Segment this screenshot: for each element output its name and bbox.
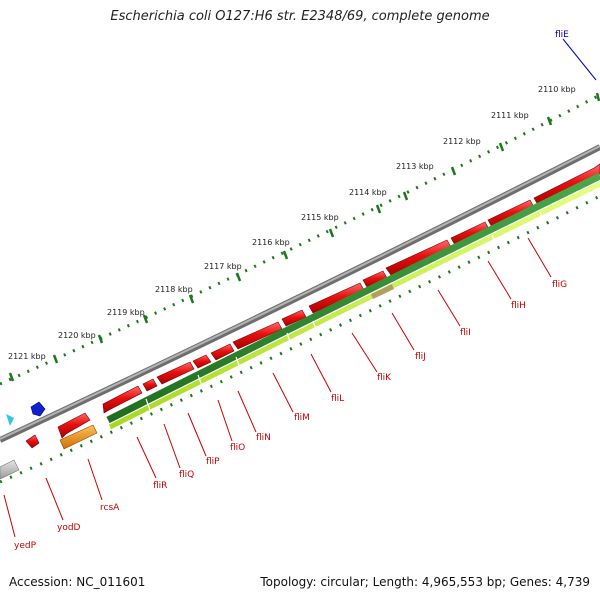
gray-feature (0, 459, 20, 480)
tick-label-2113: 2113 kbp (396, 162, 434, 171)
tick-label-2116: 2116 kbp (252, 238, 290, 247)
gene-label-fliQ[interactable]: fliQ (179, 470, 194, 480)
gene-label-fliG[interactable]: fliG (552, 280, 567, 290)
gene-arrow-fliN (210, 343, 235, 361)
gene-label-fliO[interactable]: fliO (230, 443, 245, 453)
tick-label-2121: 2121 kbp (8, 352, 46, 361)
scale-ticks (8, 92, 600, 382)
gene-label-fliI[interactable]: fliI (460, 328, 471, 338)
genome-backbone-highlight (0, 145, 600, 440)
tick-label-2119: 2119 kbp (107, 308, 145, 317)
tick-label-2110: 2110 kbp (538, 85, 576, 94)
tick-label-2115: 2115 kbp (301, 213, 339, 222)
accession-text: Accession: NC_011601 (9, 575, 146, 589)
gene-label-fliM[interactable]: fliM (294, 413, 310, 423)
gene-arrow-fliP (156, 361, 195, 385)
gene-track-green (106, 172, 600, 430)
gene-label-fliE[interactable]: fliE (555, 30, 569, 40)
gene-label-fliR[interactable]: fliR (153, 481, 167, 491)
gene-label-rcsA[interactable]: rcsA (100, 503, 120, 513)
tick-label-2120: 2120 kbp (58, 331, 96, 340)
map-title: Escherichia coli O127:H6 str. E2348/69, … (110, 9, 490, 24)
inner-dotted-arc (0, 194, 600, 484)
tick-label-2117: 2117 kbp (204, 262, 242, 271)
orange-feature (59, 424, 98, 450)
gene-labels: fliE fliG fliH fliI fliJ fliK fliL fliM … (14, 30, 569, 551)
gene-arrow-rcsA (57, 412, 91, 439)
gene-label-fliN[interactable]: fliN (256, 433, 271, 443)
green-track-tan-segment (371, 284, 394, 299)
scale-dotted-arc (0, 93, 600, 386)
cyan-marker (6, 414, 14, 426)
green-track-main (106, 172, 600, 424)
gene-label-fliJ[interactable]: fliJ (415, 352, 426, 362)
gene-label-yodD[interactable]: yodD (57, 523, 81, 533)
gene-label-fliK[interactable]: fliK (377, 373, 392, 383)
label-leaders (3, 38, 597, 538)
gene-arrow-fliO (192, 354, 212, 369)
tick-label-2118: 2118 kbp (155, 285, 193, 294)
gene-arrow-fliR (102, 385, 143, 414)
scale-labels: 2110 kbp 2111 kbp 2112 kbp 2113 kbp 2114… (8, 85, 576, 361)
gene-label-fliH[interactable]: fliH (511, 301, 526, 311)
gene-label-fliP[interactable]: fliP (206, 457, 220, 467)
topology-text: Topology: circular; Length: 4,965,553 bp… (260, 575, 590, 589)
gene-track-red (25, 163, 600, 449)
gene-arrow-fliQ (142, 378, 158, 392)
tick-label-2114: 2114 kbp (349, 188, 387, 197)
gene-label-fliL[interactable]: fliL (331, 394, 344, 404)
blue-marker (30, 401, 46, 417)
tick-label-2112: 2112 kbp (443, 137, 481, 146)
tick-label-2111: 2111 kbp (491, 111, 529, 120)
green-track-light (108, 181, 600, 430)
gene-label-yedP[interactable]: yedP (14, 541, 37, 551)
gene-arrow-yodD (25, 434, 40, 449)
gene-arrow-fliL (281, 309, 307, 327)
